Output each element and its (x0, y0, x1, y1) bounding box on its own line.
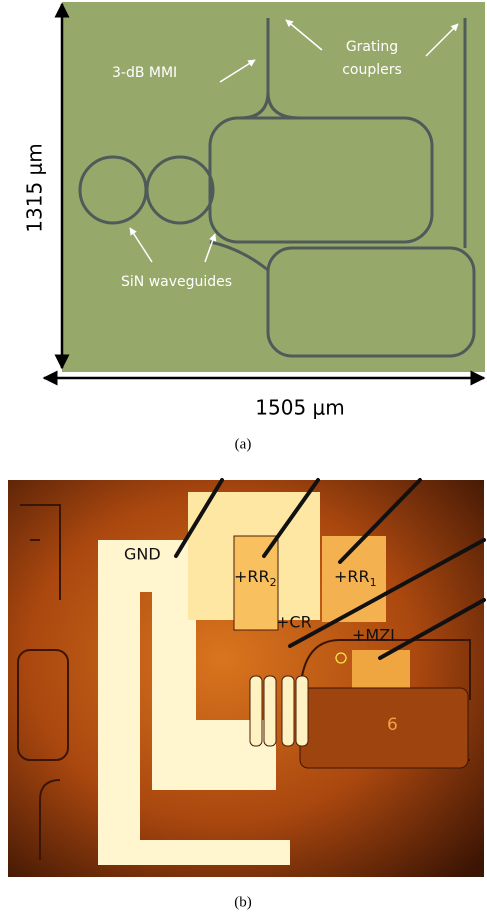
panel-a: 3-dB MMI Grating couplers SiN waveguides… (23, 2, 486, 452)
label-grating: Grating (346, 39, 398, 55)
height-label: 1315 μm (23, 143, 47, 232)
panel-b: GND +RR2 +RR1 +CR +MZI 6 (b) (8, 480, 484, 910)
label-sin: SiN waveguides (121, 274, 232, 290)
label-cr: +CR (276, 613, 312, 632)
label-mzi: +MZI (352, 626, 395, 645)
micrograph-a (62, 2, 485, 372)
heater-block (300, 688, 468, 768)
rr2-sub: 2 (270, 576, 277, 589)
label-mmi: 3-dB MMI (112, 65, 177, 81)
caption-a: (a) (235, 436, 252, 452)
label-gnd: GND (124, 545, 161, 564)
width-label: 1505 μm (255, 396, 344, 420)
rr1-text: +RR (334, 567, 370, 586)
rr2-text: +RR (234, 567, 270, 586)
caption-b: (b) (234, 894, 252, 910)
label-digit: 6 (387, 715, 398, 735)
figure: 3-dB MMI Grating couplers SiN waveguides… (0, 0, 487, 915)
label-couplers: couplers (342, 62, 402, 78)
rr1-sub: 1 (370, 576, 377, 589)
